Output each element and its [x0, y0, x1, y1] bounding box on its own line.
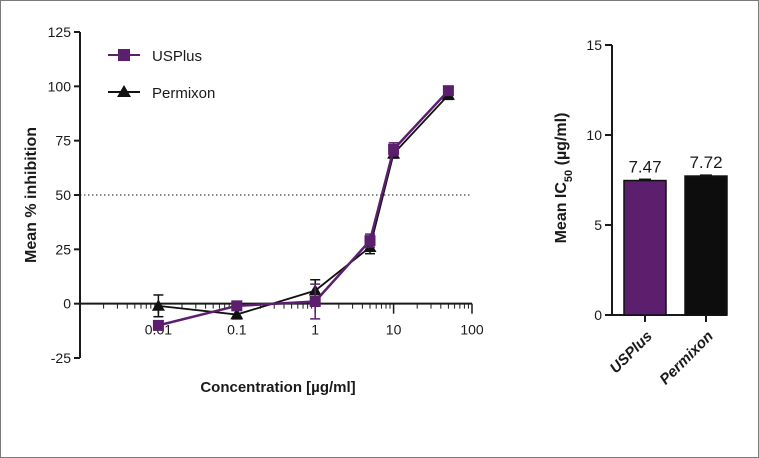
legend-usplus-square-marker	[118, 49, 130, 61]
y-tick-label: 15	[586, 37, 602, 53]
usplus-line	[158, 89, 450, 327]
y-tick-label: -25	[51, 350, 71, 366]
line-chart-legend: USPlus Permixon	[108, 48, 215, 102]
usplus-data-point	[442, 85, 454, 97]
y-tick-label: 0	[63, 296, 71, 312]
bar-chart-y-axis-label: Mean IC50 (µg/ml)	[553, 113, 575, 244]
series-usplus	[152, 85, 454, 331]
legend-usplus-label: USPlus	[152, 48, 202, 65]
y-tick-label: 5	[594, 217, 602, 233]
line-chart-y-axis-label: Mean % inhibition	[23, 127, 40, 263]
y-tick-label: 75	[55, 133, 71, 149]
usplus-data-point	[231, 300, 243, 312]
y-tick-label: 100	[48, 78, 72, 94]
permixon-data-point	[151, 299, 165, 311]
line-chart-x-axis-label: Concentration [µg/ml]	[200, 379, 355, 396]
bar-usplus-category-label: USPlus	[607, 328, 656, 377]
legend-permixon-triangle-marker	[117, 85, 131, 97]
line-chart-series	[151, 85, 455, 331]
x-tick-label: 1	[311, 322, 319, 338]
bar-chart-y-ticks: 0 5 10 15	[586, 37, 612, 323]
bar-permixon-value-label: 7.72	[689, 153, 722, 172]
y-tick-label: 10	[586, 127, 602, 143]
y-tick-label: 0	[594, 307, 602, 323]
permixon-line	[158, 94, 450, 316]
bar-usplus	[623, 179, 667, 316]
ylabel-unit: (µg/ml)	[553, 113, 570, 170]
ylabel-subscript: 50	[563, 170, 575, 182]
usplus-data-point	[309, 295, 321, 307]
ylabel-main: Mean IC	[553, 182, 570, 244]
usplus-data-point	[364, 235, 376, 247]
x-tick-label: 100	[460, 322, 484, 338]
bar-permixon	[684, 175, 728, 316]
usplus-data-point	[388, 143, 400, 155]
series-permixon	[151, 88, 455, 320]
x-tick-label: 10	[386, 322, 402, 338]
permixon-data-point	[230, 308, 244, 320]
y-tick-label: 125	[48, 24, 72, 40]
y-tick-label: 25	[55, 241, 71, 257]
usplus-data-point	[152, 319, 164, 331]
y-tick-label: 50	[55, 187, 71, 203]
bar-permixon-category-label: Permixon	[656, 328, 716, 388]
line-chart-y-ticks: -25 0 25 50 75 100 125	[48, 24, 80, 366]
bar-usplus-value-label: 7.47	[628, 158, 661, 177]
bar-chart-bars: 7.47 USPlus 7.72 Permixon	[607, 153, 728, 388]
legend-permixon-label: Permixon	[152, 85, 215, 102]
ic50-bar-chart: 0 5 10 15 7.47 USPlus 7.72 Permixon Mean IC50 …	[553, 37, 728, 388]
x-tick-label: 0.1	[227, 322, 247, 338]
